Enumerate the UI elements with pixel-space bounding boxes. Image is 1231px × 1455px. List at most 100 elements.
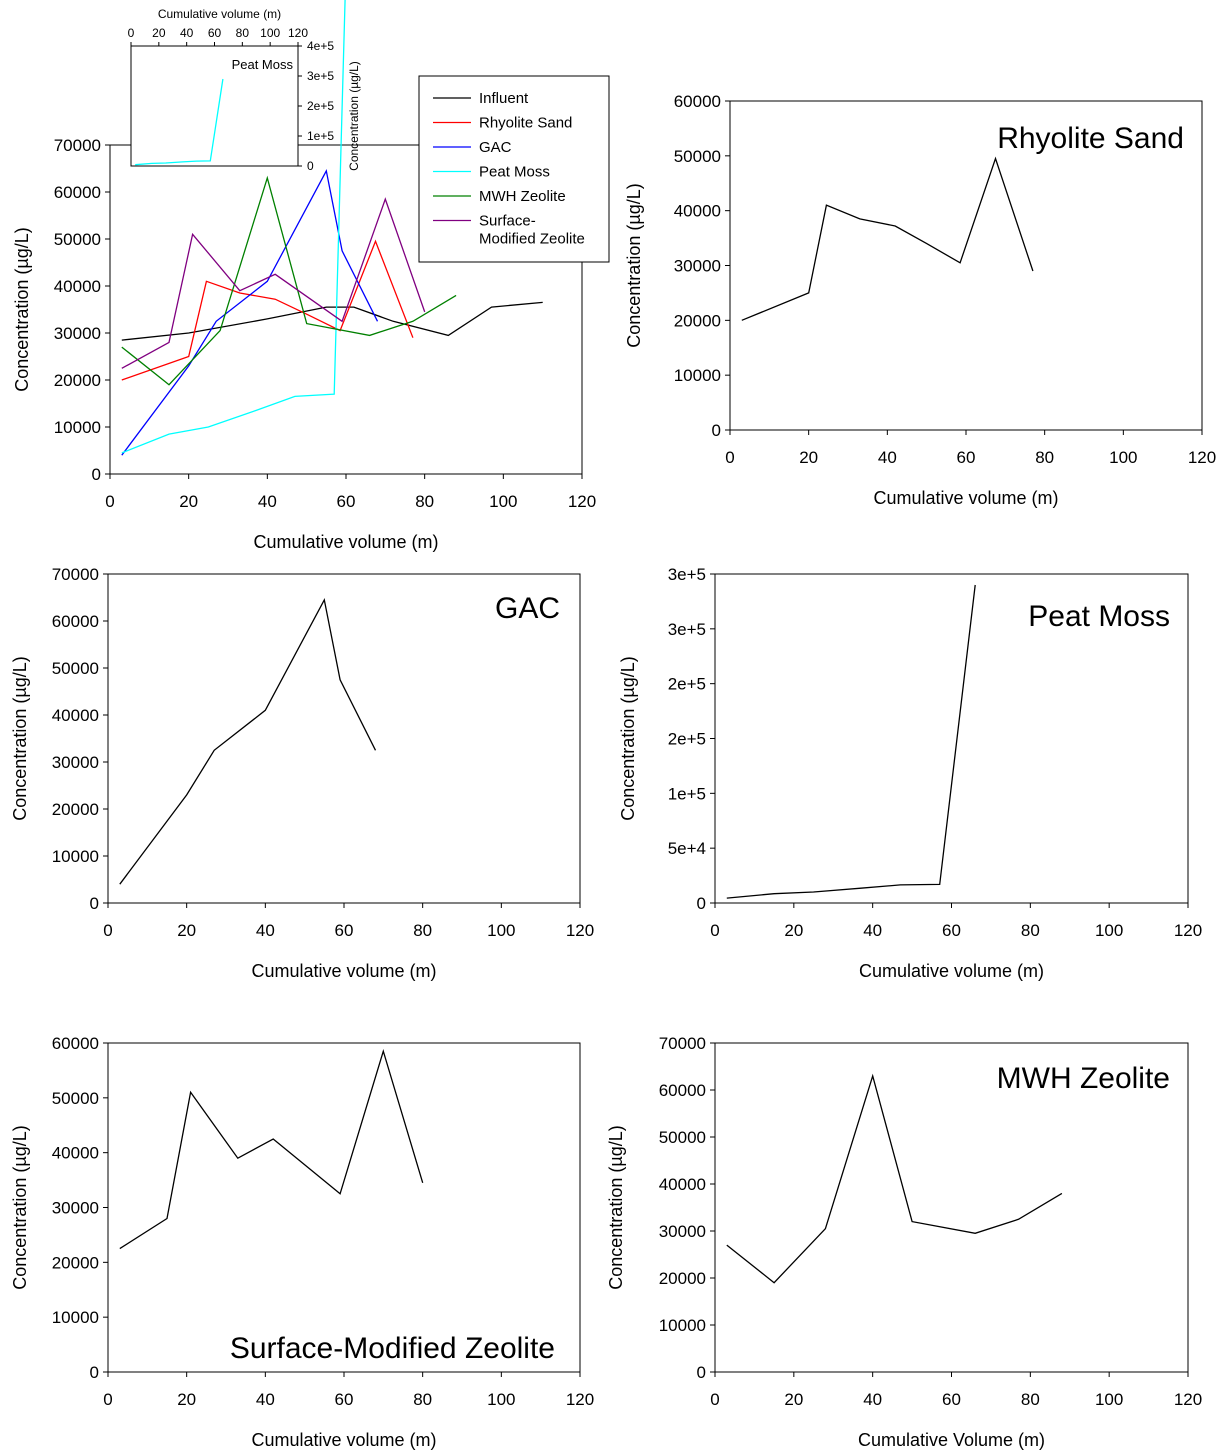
y-axis-title: Concentration (µg/L) <box>12 227 32 391</box>
inset-series-line <box>135 78 224 166</box>
inset-y-tick-label: 1e+5 <box>307 129 334 143</box>
series-line-surface-modified-zeolite <box>121 197 426 369</box>
y-tick-label: 0 <box>712 421 721 440</box>
chart-peat: 0 20 40 60 80 100 120 0 5e+4 1e+5 2e+5 2e+5 3e+5 3e+5… <box>618 565 1202 981</box>
y-axis-title: Concentration (µg/L) <box>10 656 30 820</box>
x-tick-label: 20 <box>784 1390 803 1409</box>
x-tick-label: 80 <box>1021 1390 1040 1409</box>
x-tick-label: 0 <box>710 921 719 940</box>
x-tick-label: 60 <box>335 921 354 940</box>
legend-box <box>418 75 610 263</box>
legend: Influent Rhyolite Sand GAC Peat Moss MWH Zeo… <box>418 75 610 263</box>
y-axis-title: Concentration (µg/L) <box>624 183 644 347</box>
series-line-mwh-zeolite <box>121 175 457 386</box>
inset-y-tick-label: 0 <box>307 159 314 173</box>
x-tick-label: 60 <box>942 921 961 940</box>
panel-title: Peat Moss <box>1028 600 1170 633</box>
y-tick-label: 40000 <box>659 1175 706 1194</box>
inset-x-tick-label: 80 <box>236 26 250 40</box>
series-line-gac <box>121 168 379 456</box>
legend-label-line: GAC <box>479 139 512 156</box>
inset-x-axis-title: Cumulative volume (m) <box>158 7 281 21</box>
y-tick-label: 0 <box>697 894 706 913</box>
y-tick-label: 0 <box>92 465 101 484</box>
y-tick-label: 50000 <box>52 1089 99 1108</box>
x-tick-label: 0 <box>103 1390 112 1409</box>
panel-title: Rhyolite Sand <box>997 122 1184 155</box>
y-tick-label: 60000 <box>659 1081 706 1100</box>
legend-label: GAC <box>479 139 512 156</box>
x-tick-label: 60 <box>337 492 356 511</box>
x-tick-label: 100 <box>487 1390 515 1409</box>
y-axis-title: Concentration (µg/L) <box>606 1125 626 1289</box>
legend-label: MWH Zeolite <box>479 188 566 205</box>
x-tick-label: 100 <box>1095 921 1123 940</box>
legend-label: Peat Moss <box>479 164 550 181</box>
panel-title: Surface-Modified Zeolite <box>230 1332 555 1365</box>
x-tick-label: 40 <box>256 1390 275 1409</box>
y-tick-label: 30000 <box>52 1199 99 1218</box>
y-tick-label: 0 <box>90 1363 99 1382</box>
chart-mwh: 0 20 40 60 80 100 120 0 10000 20000 30000 40000 5000… <box>606 1034 1202 1450</box>
y-tick-label: 50000 <box>52 659 99 678</box>
x-tick-label: 20 <box>799 448 818 467</box>
x-tick-label: 0 <box>103 921 112 940</box>
inset-x-tick-label: 60 <box>208 26 222 40</box>
legend-label-line: Surface- <box>479 213 536 230</box>
x-tick-label: 20 <box>179 492 198 511</box>
x-tick-label: 100 <box>1095 1390 1123 1409</box>
inset-chart: 0 20 40 60 80 100 120 Cumulative volume (m) 0 1e+… <box>128 7 361 173</box>
x-tick-label: 120 <box>1188 448 1216 467</box>
inset-y-tick-label: 3e+5 <box>307 69 334 83</box>
y-tick-label: 10000 <box>52 1308 99 1327</box>
y-tick-label: 0 <box>90 894 99 913</box>
y-tick-label: 2e+5 <box>668 730 706 749</box>
y-tick-label: 3e+5 <box>668 620 706 639</box>
x-tick-label: 80 <box>413 921 432 940</box>
x-tick-label: 120 <box>1174 921 1202 940</box>
x-tick-label: 100 <box>489 492 517 511</box>
x-tick-label: 40 <box>863 921 882 940</box>
legend-label-line: MWH Zeolite <box>479 188 566 205</box>
x-tick-label: 80 <box>413 1390 432 1409</box>
y-axis-title: Concentration (µg/L) <box>10 1125 30 1289</box>
x-tick-label: 80 <box>1021 921 1040 940</box>
y-tick-label: 10000 <box>52 847 99 866</box>
y-tick-label: 20000 <box>674 311 721 330</box>
y-tick-label: 50000 <box>659 1128 706 1147</box>
y-tick-label: 70000 <box>52 565 99 584</box>
legend-label: Influent <box>479 90 529 107</box>
x-tick-label: 60 <box>942 1390 961 1409</box>
chart-combined: 0 20 40 60 80 100 1200100002000030000400005000… <box>12 0 610 552</box>
series-line-peat <box>726 584 976 899</box>
x-tick-label: 40 <box>878 448 897 467</box>
series-line-mwh <box>726 1073 1063 1284</box>
inset-title: Peat Moss <box>232 57 294 72</box>
chart-gac: 0 20 40 60 80 100 120 0 10000 20000 30000 40000 5000… <box>10 565 594 981</box>
x-tick-label: 120 <box>1174 1390 1202 1409</box>
legend-label-line: Modified Zeolite <box>479 231 585 248</box>
series-line-rhyolite-sand <box>121 239 414 381</box>
x-tick-label: 80 <box>415 492 434 511</box>
x-tick-label: 20 <box>784 921 803 940</box>
panel-title: GAC <box>495 592 560 625</box>
y-tick-label: 60000 <box>52 612 99 631</box>
y-tick-label: 50000 <box>54 230 101 249</box>
y-tick-label: 70000 <box>659 1034 706 1053</box>
series-line-peat-moss <box>121 0 346 454</box>
x-tick-label: 0 <box>105 492 114 511</box>
x-tick-label: 60 <box>335 1390 354 1409</box>
y-tick-label: 20000 <box>54 371 101 390</box>
y-tick-label: 0 <box>697 1363 706 1382</box>
x-tick-label: 80 <box>1035 448 1054 467</box>
y-tick-label: 60000 <box>54 183 101 202</box>
y-tick-label: 2e+5 <box>668 675 706 694</box>
series-line-smz <box>119 1048 424 1250</box>
legend-label-line: Rhyolite Sand <box>479 115 572 132</box>
legend-label-line: Peat Moss <box>479 164 550 181</box>
y-tick-label: 60000 <box>674 92 721 111</box>
inset-y-axis-title: Concentration (µg/L) <box>347 61 361 171</box>
y-tick-label: 30000 <box>659 1222 706 1241</box>
x-axis-title: Cumulative volume (m) <box>859 961 1044 981</box>
